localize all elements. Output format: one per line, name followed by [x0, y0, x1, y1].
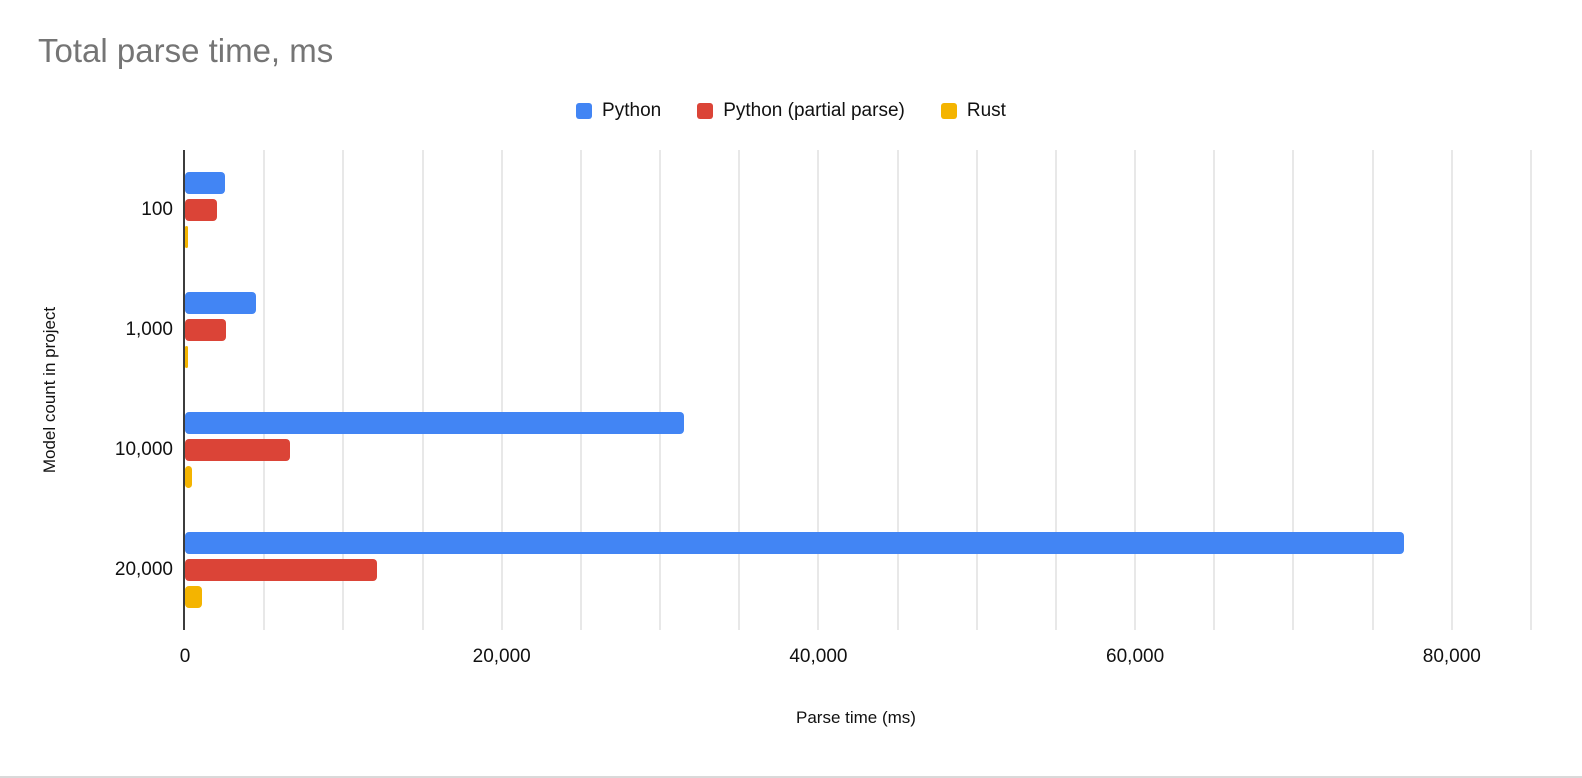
- x-axis-tick-label: 60,000: [1106, 646, 1165, 667]
- bar: [185, 412, 684, 434]
- bar: [185, 466, 192, 488]
- legend-label: Rust: [966, 100, 1006, 121]
- bar: [185, 559, 377, 581]
- y-axis-tick-label: 100: [141, 199, 173, 220]
- bar: [185, 439, 290, 461]
- gridline: [421, 150, 424, 630]
- gridline: [1213, 150, 1216, 630]
- bar: [185, 532, 1405, 554]
- legend-item: Rust: [940, 100, 1006, 122]
- bar: [185, 226, 188, 248]
- x-axis-tick-label: 80,000: [1422, 646, 1481, 667]
- legend-swatch-icon: [576, 103, 593, 119]
- legend-label: Python (partial parse): [723, 100, 905, 121]
- bar: [185, 586, 202, 608]
- gridline: [263, 150, 266, 630]
- y-axis-tick-label: 10,000: [114, 439, 173, 460]
- gridline: [896, 150, 899, 630]
- gridline: [1134, 150, 1137, 630]
- plot-area: 100 1,000 10,000 20,000 0 20,000 40,000 60,000 8…: [115, 150, 1532, 667]
- gridline: [975, 150, 978, 630]
- legend-swatch-icon: [940, 103, 957, 119]
- gridline: [1292, 150, 1295, 630]
- legend: Python Python (partial parse) Rust: [0, 100, 1582, 122]
- gridline: [579, 150, 582, 630]
- legend-item: Python (partial parse): [697, 100, 905, 122]
- bar: [185, 346, 188, 368]
- legend-item: Python: [576, 100, 661, 122]
- legend-swatch-icon: [697, 103, 714, 119]
- gridline: [738, 150, 741, 630]
- x-axis-tick-label: 20,000: [472, 646, 531, 667]
- gridline: [1530, 150, 1532, 630]
- bar: [185, 172, 225, 194]
- x-axis-tick-label: 40,000: [789, 646, 848, 667]
- bar: [185, 319, 227, 341]
- y-axis-tick-label: 20,000: [114, 559, 173, 580]
- x-axis-title: Parse time (ms): [796, 708, 916, 727]
- gridline: [1054, 150, 1057, 630]
- y-axis-title: Model count in project: [40, 306, 59, 474]
- gridline: [1450, 150, 1453, 630]
- x-axis-tick-label: 0: [179, 646, 191, 667]
- gridline: [1371, 150, 1374, 630]
- bar: [185, 292, 257, 314]
- bar: [185, 199, 217, 221]
- legend-label: Python: [602, 100, 662, 121]
- chart-title: Total parse time, ms: [38, 32, 334, 69]
- y-axis-tick-label: 1,000: [125, 319, 173, 340]
- gridline: [659, 150, 662, 630]
- gridline: [500, 150, 503, 630]
- gridline: [817, 150, 820, 630]
- gridline: [342, 150, 345, 630]
